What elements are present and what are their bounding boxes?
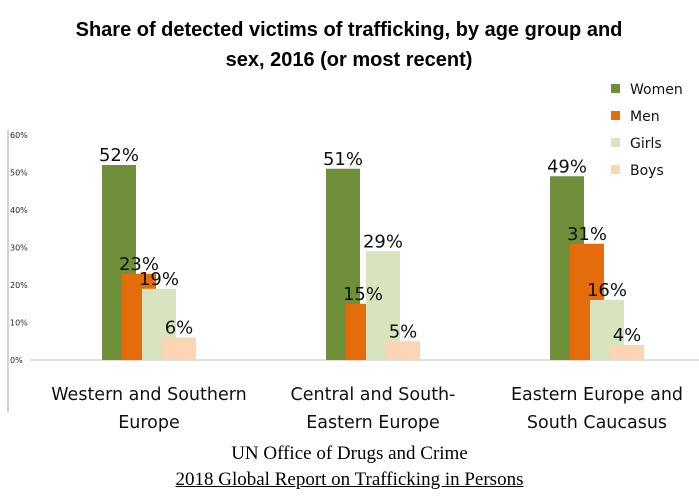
bar-boys: [386, 341, 420, 360]
legend-swatch: [611, 138, 620, 147]
data-label: 49%: [547, 156, 587, 177]
chart: Share of detected victims of trafficking…: [7, 19, 699, 433]
source-report-link[interactable]: 2018 Global Report on Trafficking in Per…: [175, 469, 524, 490]
data-label: 6%: [165, 318, 194, 339]
data-label: 52%: [99, 145, 139, 166]
legend-label: Boys: [630, 163, 664, 179]
legend-swatch: [611, 111, 620, 120]
x-category-label: Eastern Europe: [306, 413, 440, 433]
y-tick-label: 40%: [10, 206, 28, 215]
legend-label: Men: [630, 109, 660, 125]
x-category-label: Central and South-: [291, 385, 456, 405]
chart-title-line: sex, 2016 (or most recent): [226, 49, 473, 71]
data-labels: 52% 51% 49% 23% 15% 31% 19% 29% 16% 6% 5% 4%: [99, 145, 641, 346]
data-label: 29%: [363, 231, 403, 252]
bar-boys: [610, 345, 644, 360]
source-organization: UN Office of Drugs and Crime: [231, 443, 468, 464]
x-category-label: Europe: [118, 413, 180, 433]
data-label: 5%: [389, 321, 418, 342]
legend-label: Girls: [630, 136, 662, 152]
legend-label: Women: [630, 82, 683, 98]
chart-title-line: Share of detected victims of trafficking…: [76, 19, 623, 41]
data-label: 23%: [119, 254, 159, 275]
legend: Women Men Girls Boys: [611, 82, 683, 179]
x-category-label: Eastern Europe and: [511, 385, 683, 405]
chart-title: Share of detected victims of trafficking…: [76, 19, 623, 71]
bars: [102, 165, 644, 360]
data-label: 16%: [587, 280, 627, 301]
y-tick-label: 30%: [10, 244, 28, 253]
x-category-label: Western and Southern: [51, 385, 246, 405]
y-tick-label: 20%: [10, 281, 28, 290]
y-tick-label: 50%: [10, 169, 28, 178]
axes: 0% 10% 20% 30% 40% 50% 60% Western and Southern…: [7, 130, 699, 433]
data-label: 15%: [343, 284, 383, 305]
data-label: 51%: [323, 149, 363, 170]
y-tick-label: 0%: [10, 356, 23, 365]
legend-swatch: [611, 165, 620, 174]
y-tick-label: 10%: [10, 319, 28, 328]
x-category-label: South Caucasus: [527, 413, 667, 433]
bar-boys: [162, 337, 196, 360]
legend-swatch: [611, 84, 620, 93]
data-label: 4%: [613, 325, 642, 346]
data-label: 31%: [567, 224, 607, 245]
data-label: 19%: [139, 269, 179, 290]
y-tick-label: 60%: [10, 131, 28, 140]
